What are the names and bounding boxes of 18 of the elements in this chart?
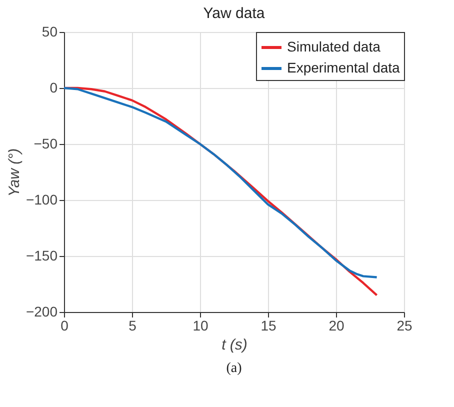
y-tick-label: −100 [26,192,58,208]
legend-label: Experimental data [287,60,400,76]
x-tick-label: 20 [328,318,344,334]
y-tick-label: 0 [50,80,58,96]
text: (a) [226,361,242,376]
y-tick-label: −200 [26,304,58,320]
x-axis-title: t (s) [222,336,248,354]
x-tick-label: 15 [260,318,276,334]
x-tick-label: 25 [396,318,412,334]
x-tick-label: 5 [128,318,137,334]
y-axis-title: Yaw (°) [6,148,23,197]
legend-label: Simulated data [287,38,381,54]
x-tick-label: 0 [60,318,69,334]
y-tick-label: −50 [34,136,58,152]
y-tick-label: −150 [26,248,58,264]
x-tick-label: 10 [192,318,208,334]
chart-title: Yaw data [203,5,266,22]
y-tick-label: 50 [42,24,58,40]
